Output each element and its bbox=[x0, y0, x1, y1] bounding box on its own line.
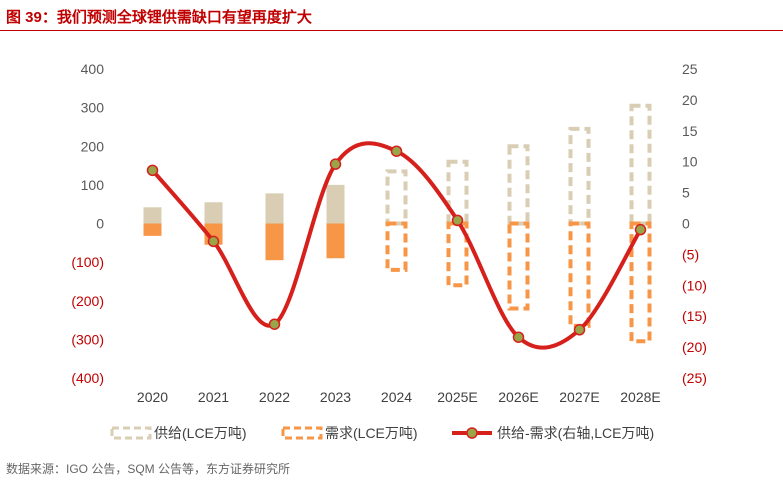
legend-line-marker bbox=[466, 427, 478, 439]
left-tick-label: (400) bbox=[71, 370, 104, 386]
legend-line-label: 供给-需求(右轴,LCE万吨) bbox=[497, 425, 654, 441]
right-tick-label: (5) bbox=[682, 246, 699, 262]
balance-point bbox=[573, 324, 586, 336]
supply-bar bbox=[326, 184, 345, 224]
supply-bar bbox=[568, 126, 591, 226]
x-tick-label: 2024 bbox=[381, 389, 412, 405]
left-tick-label: (200) bbox=[71, 293, 104, 309]
x-tick-label: 2023 bbox=[320, 389, 351, 405]
x-tick-label: 2028E bbox=[620, 389, 660, 405]
right-tick-label: 20 bbox=[682, 92, 698, 108]
demand-bar bbox=[143, 223, 162, 236]
title-bar: 图 39：我们预测全球锂供需缺口有望再度扩大 bbox=[0, 0, 783, 31]
demand-bar bbox=[507, 221, 530, 311]
balance-line bbox=[150, 141, 643, 350]
legend-supply-swatch bbox=[110, 426, 152, 440]
legend-demand-swatch bbox=[281, 426, 323, 440]
right-tick-label: (20) bbox=[682, 339, 707, 355]
chart-title: 图 39：我们预测全球锂供需缺口有望再度扩大 bbox=[6, 9, 312, 26]
right-tick-label: 5 bbox=[682, 185, 690, 201]
source-note: 数据来源：IGO 公告，SQM 公告等，东方证券研究所 bbox=[6, 462, 291, 476]
left-tick-label: 400 bbox=[81, 61, 105, 77]
demand-bar bbox=[265, 223, 284, 261]
demand-bar bbox=[629, 221, 652, 344]
x-tick-label: 2027E bbox=[559, 389, 599, 405]
left-tick-label: 300 bbox=[81, 100, 105, 116]
left-tick-label: 200 bbox=[81, 138, 105, 154]
supply-bar bbox=[507, 144, 530, 226]
right-tick-label: (10) bbox=[682, 277, 707, 293]
balance-point bbox=[390, 145, 403, 157]
x-tick-label: 2020 bbox=[137, 389, 168, 405]
balance-point bbox=[268, 318, 281, 330]
demand-bar bbox=[385, 221, 408, 272]
balance-point bbox=[207, 235, 220, 248]
left-tick-label: (100) bbox=[71, 254, 104, 270]
left-tick-label: 0 bbox=[96, 216, 104, 232]
supply-bar bbox=[143, 207, 162, 224]
demand-bar bbox=[326, 223, 345, 259]
legend-supply-label: 供给(LCE万吨) bbox=[154, 425, 247, 441]
x-tick-label: 2022 bbox=[259, 389, 290, 405]
x-tick-label: 2026E bbox=[498, 389, 538, 405]
right-tick-label: 0 bbox=[682, 216, 690, 232]
balance-point bbox=[451, 214, 464, 227]
left-tick-label: (300) bbox=[71, 331, 104, 347]
left-tick-label: 100 bbox=[81, 177, 105, 193]
right-tick-label: (25) bbox=[682, 370, 707, 386]
x-tick-label: 2025E bbox=[437, 389, 477, 405]
right-tick-label: 15 bbox=[682, 123, 698, 139]
balance-point bbox=[512, 331, 525, 343]
x-tick-label: 2021 bbox=[198, 389, 229, 405]
supply-bar bbox=[204, 202, 223, 224]
demand-bar bbox=[568, 221, 591, 328]
supply-bar bbox=[385, 169, 408, 226]
right-tick-label: 10 bbox=[682, 154, 698, 170]
legend-demand-label: 需求(LCE万吨) bbox=[325, 425, 418, 441]
right-tick-label: 25 bbox=[682, 61, 698, 77]
supply-bar bbox=[629, 103, 652, 226]
balance-point bbox=[634, 223, 647, 236]
supply-bar bbox=[265, 193, 284, 224]
balance-point bbox=[329, 158, 342, 170]
right-tick-label: (15) bbox=[682, 308, 707, 324]
balance-point bbox=[146, 164, 159, 177]
